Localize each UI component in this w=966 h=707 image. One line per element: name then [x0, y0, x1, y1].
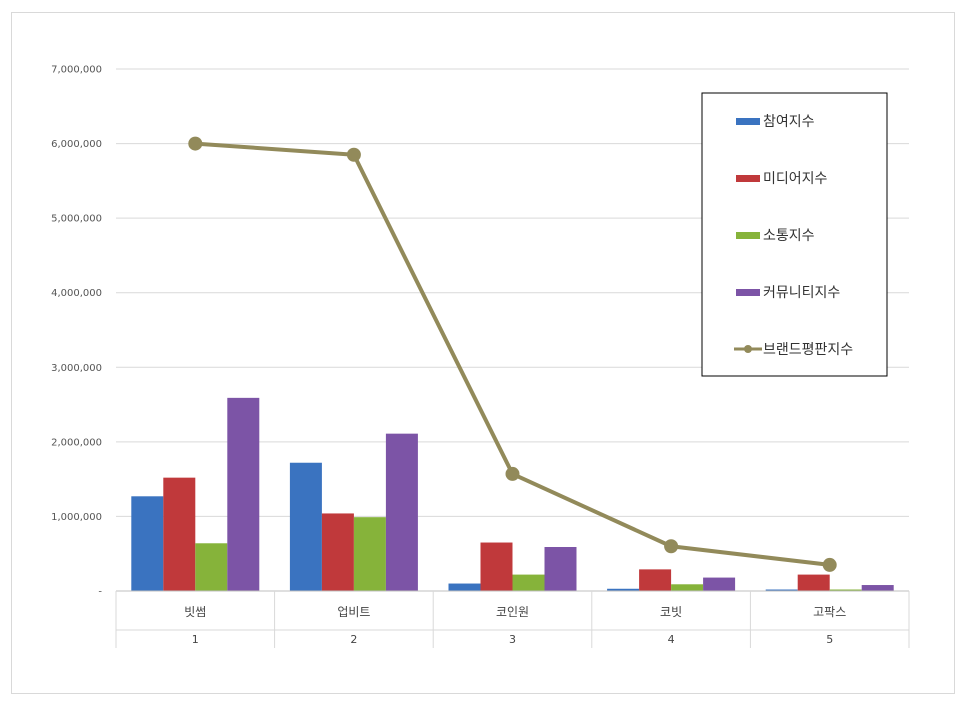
line-point-고팍스	[822, 557, 837, 572]
x-category-number: 3	[509, 633, 516, 646]
legend-box	[701, 92, 888, 377]
legend-label: 참여지수	[763, 114, 815, 130]
bar-커뮤니티지수-코인원	[544, 547, 577, 591]
y-tick-label: 4,000,000	[51, 288, 102, 299]
bar-참여지수-빗썸	[131, 496, 164, 591]
x-axis: 빗썸 1 업비트 2 코인원 3 코빗 4 고팍스 5	[115, 590, 910, 648]
bar-참여지수-업비트	[289, 462, 322, 591]
x-category-number: 2	[350, 633, 357, 646]
bar-소통지수-업비트	[353, 517, 386, 591]
legend-swatch-참여지수	[736, 118, 760, 125]
bar-미디어지수-고팍스	[797, 574, 830, 591]
legend-label: 미디어지수	[763, 171, 828, 187]
legend-swatch-소통지수	[736, 232, 760, 239]
line-point-코인원	[505, 466, 520, 481]
legend-swatch-미디어지수	[736, 175, 760, 182]
bar-커뮤니티지수-코빗	[703, 577, 736, 591]
x-category-label: 업비트	[337, 605, 370, 619]
bar-소통지수-코빗	[671, 584, 704, 591]
y-tick-label: 5,000,000	[51, 214, 102, 225]
y-tick-label: 6,000,000	[51, 139, 102, 150]
bar-참여지수-고팍스	[765, 589, 798, 591]
legend-label: 브랜드평판지수	[763, 342, 853, 358]
y-tick-label: 7,000,000	[51, 65, 102, 76]
bar-미디어지수-코빗	[639, 569, 672, 591]
y-tick-label: -	[98, 587, 102, 598]
x-category-label: 빗썸	[184, 605, 206, 619]
line-point-빗썸	[188, 136, 203, 151]
bar-참여지수-코빗	[607, 588, 640, 591]
legend-label: 소통지수	[763, 228, 815, 244]
x-category-number: 5	[826, 633, 833, 646]
bar-소통지수-빗썸	[195, 543, 228, 591]
line-point-코빗	[664, 539, 679, 554]
bar-참여지수-코인원	[448, 583, 481, 591]
line-point-업비트	[346, 147, 361, 162]
bar-소통지수-코인원	[512, 574, 545, 591]
bar-커뮤니티지수-업비트	[385, 433, 418, 591]
legend-swatch-커뮤니티지수	[736, 289, 760, 296]
brand-reputation-line	[188, 136, 837, 572]
y-tick-label: 3,000,000	[51, 363, 102, 374]
bar-미디어지수-코인원	[480, 542, 513, 591]
x-category-label: 코인원	[496, 605, 529, 619]
bar-커뮤니티지수-빗썸	[227, 397, 260, 591]
bars	[131, 397, 894, 591]
legend-label: 커뮤니티지수	[763, 285, 840, 301]
legend-marker-브랜드평판지수	[744, 345, 752, 353]
bar-미디어지수-업비트	[321, 513, 354, 591]
bar-미디어지수-빗썸	[163, 477, 196, 591]
bar-커뮤니티지수-고팍스	[861, 585, 894, 591]
bar-소통지수-고팍스	[829, 589, 862, 591]
x-category-label: 고팍스	[813, 605, 846, 619]
x-category-label: 코빗	[660, 605, 682, 619]
y-tick-label: 2,000,000	[51, 437, 102, 448]
x-category-number: 1	[192, 633, 199, 646]
y-tick-label: 1,000,000	[51, 512, 102, 523]
y-axis-labels: - 1,000,000 2,000,000 3,000,000 4,000,000 5,0…	[51, 65, 102, 598]
x-category-number: 4	[668, 633, 675, 646]
